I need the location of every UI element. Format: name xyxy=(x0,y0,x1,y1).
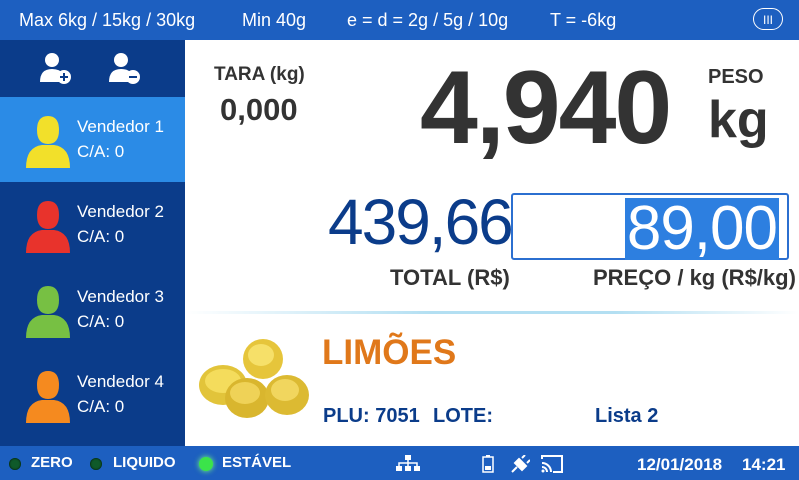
network-icon xyxy=(396,455,420,471)
cast-icon xyxy=(541,455,563,473)
vendor-name: Vendedor 4 xyxy=(77,372,164,391)
zero-label: ZERO xyxy=(31,454,73,471)
top-info-bar: Max 6kg / 15kg / 30kg Min 40g e = d = 2g… xyxy=(0,0,799,40)
vendor-ca: C/A: 0 xyxy=(77,227,125,246)
status-bar: ZERO LIQUIDO ESTÁVEL 12/01/2018 14:21 xyxy=(0,446,799,480)
weight-label: PESO xyxy=(708,66,764,88)
vendor-ca: C/A: 0 xyxy=(77,397,125,416)
lemons-image xyxy=(199,339,309,418)
vendor-name: Vendedor 3 xyxy=(77,287,164,306)
add-user-icon xyxy=(40,53,71,84)
tare-value: 0,000 xyxy=(220,92,298,127)
vendor-item-1[interactable]: Vendedor 1 C/A: 0 xyxy=(0,97,185,182)
vendor-item-4[interactable]: Vendedor 4 C/A: 0 xyxy=(0,352,185,437)
accuracy-class-badge: III xyxy=(753,8,783,30)
division-text: e = d = 2g / 5g / 10g xyxy=(347,10,509,30)
stable-indicator-icon xyxy=(199,457,213,471)
stable-label: ESTÁVEL xyxy=(222,454,292,471)
user-avatar-icon xyxy=(26,201,70,253)
price-input[interactable]: 89,00 xyxy=(511,193,789,260)
vendor-sidebar: Vendedor 1 C/A: 0 Vendedor 2 C/A: 0 Vend… xyxy=(0,40,185,446)
product-name: LIMÕES xyxy=(322,333,457,372)
total-label: TOTAL (R$) xyxy=(390,265,510,290)
net-label: LIQUIDO xyxy=(113,454,176,471)
vendor-item-2[interactable]: Vendedor 2 C/A: 0 xyxy=(0,182,185,267)
weight-unit: kg xyxy=(708,91,769,149)
vendor-name: Vendedor 1 xyxy=(77,117,164,136)
vendor-name: Vendedor 2 xyxy=(77,202,164,221)
lot-label: LOTE: xyxy=(433,405,493,427)
vendor-item-3[interactable]: Vendedor 3 C/A: 0 xyxy=(0,267,185,352)
user-avatar-icon xyxy=(26,116,70,168)
price-label: PREÇO / kg (R$/kg) xyxy=(593,265,796,290)
price-value: 89,00 xyxy=(624,194,779,263)
remove-user-button[interactable] xyxy=(107,50,143,86)
price-list: Lista 2 xyxy=(595,405,659,427)
add-user-button[interactable] xyxy=(38,50,74,86)
power-plug-icon xyxy=(511,455,530,473)
weight-display: 4,940 xyxy=(420,50,672,166)
user-avatar-icon xyxy=(26,286,70,338)
user-toolbar xyxy=(0,40,185,97)
plu-code: PLU: 7051 xyxy=(323,405,420,427)
zero-indicator-icon xyxy=(9,458,21,470)
total-value: 439,66 xyxy=(328,186,514,258)
net-indicator-icon xyxy=(90,458,102,470)
section-divider xyxy=(185,311,799,314)
remove-user-icon xyxy=(109,53,140,84)
min-capacity-text: Min 40g xyxy=(242,10,307,30)
vendor-ca: C/A: 0 xyxy=(77,142,125,161)
date-display: 12/01/2018 xyxy=(637,455,723,474)
user-avatar-icon xyxy=(26,371,70,423)
vendor-ca: C/A: 0 xyxy=(77,312,125,331)
tare-limit-text: T = -6kg xyxy=(550,10,617,30)
time-display: 14:21 xyxy=(742,455,786,474)
battery-icon xyxy=(482,455,494,473)
tare-label: TARA (kg) xyxy=(214,64,305,85)
max-capacity-text: Max 6kg / 15kg / 30kg xyxy=(19,10,196,30)
